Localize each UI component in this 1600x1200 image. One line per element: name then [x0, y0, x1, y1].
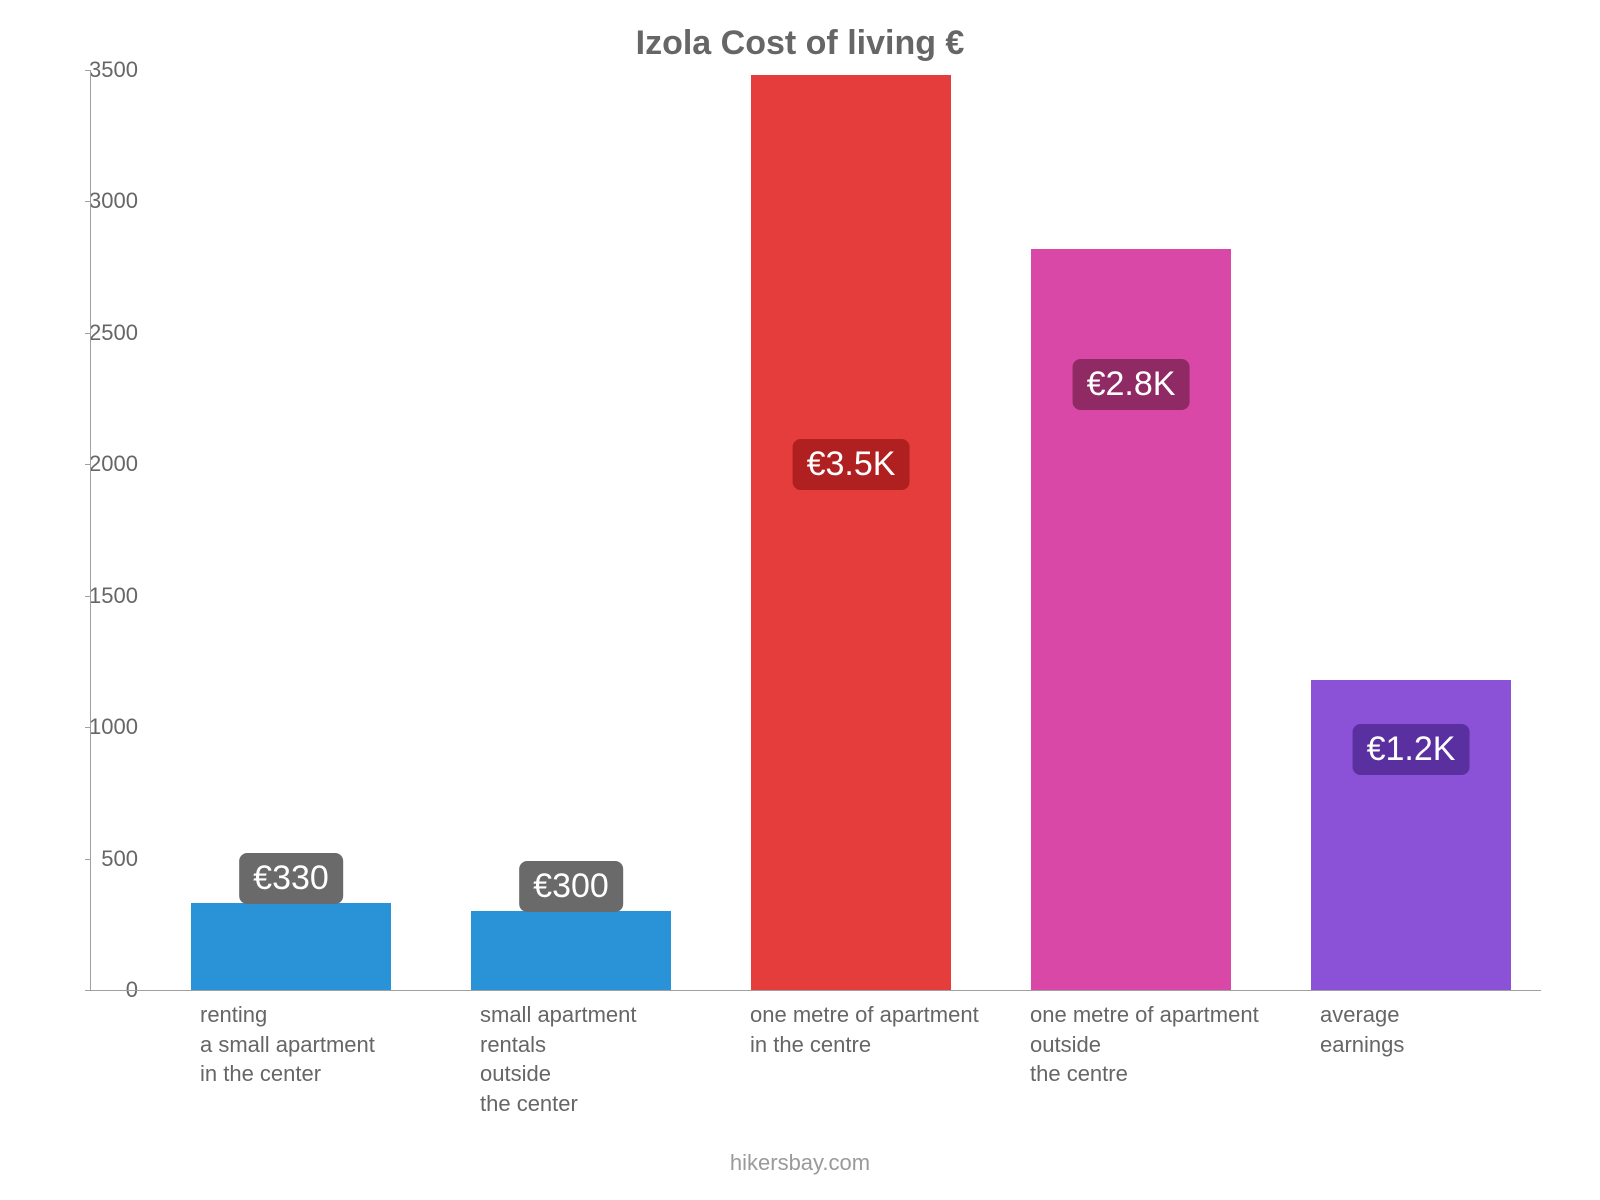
bar: [751, 75, 951, 990]
xtick-label: small apartment rentals outside the cent…: [480, 1000, 637, 1119]
value-badge: €3.5K: [793, 439, 910, 490]
xtick-label: average earnings: [1320, 1000, 1404, 1059]
plot-area: €330 €300 €3.5K €2.8K €1.2K: [90, 70, 1541, 991]
cost-of-living-chart: Izola Cost of living € 05001000150020002…: [0, 0, 1600, 1200]
xtick-label: one metre of apartment outside the centr…: [1030, 1000, 1259, 1089]
bar: [471, 911, 671, 990]
attribution: hikersbay.com: [0, 1150, 1600, 1176]
value-badge: €1.2K: [1353, 724, 1470, 775]
bar: [191, 903, 391, 990]
chart-title: Izola Cost of living €: [0, 24, 1600, 63]
xtick-label: renting a small apartment in the center: [200, 1000, 375, 1089]
value-badge: €2.8K: [1073, 359, 1190, 410]
value-badge: €300: [519, 861, 623, 912]
xtick-label: one metre of apartment in the centre: [750, 1000, 979, 1059]
value-badge: €330: [239, 853, 343, 904]
